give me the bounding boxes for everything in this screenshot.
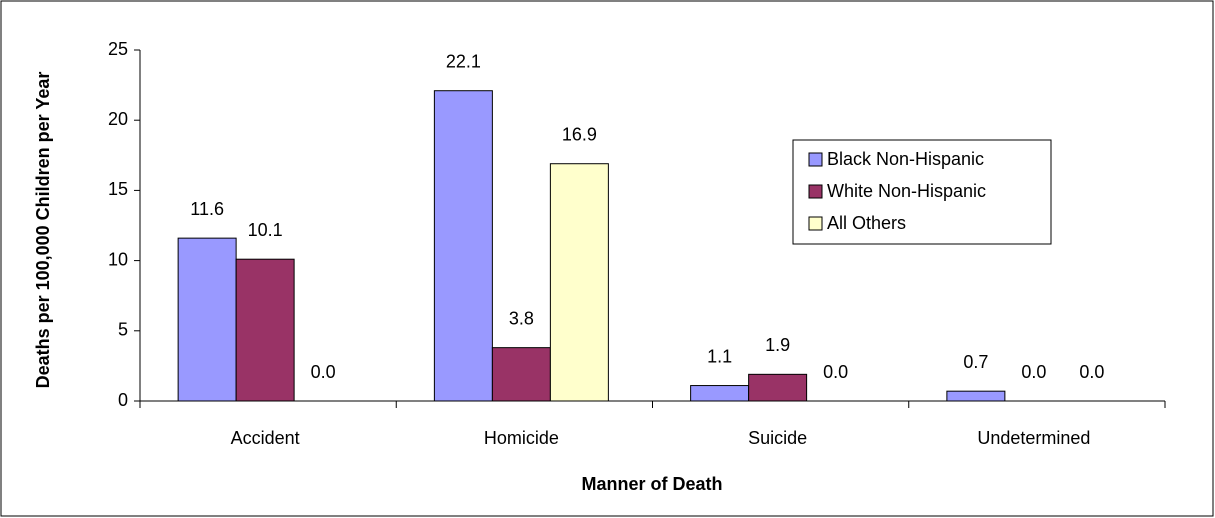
- bar: [433, 90, 493, 402]
- y-tick-label: 5: [118, 320, 128, 340]
- bar: [549, 163, 609, 402]
- y-tick-label: 25: [108, 39, 128, 59]
- x-tick-label: Suicide: [748, 428, 807, 448]
- data-label: 1.9: [765, 335, 790, 355]
- data-label: 11.6: [190, 199, 224, 219]
- bar: [177, 237, 237, 402]
- y-tick-label: 0: [118, 390, 128, 410]
- legend-box: [792, 139, 1052, 245]
- legend-swatch: [808, 216, 823, 231]
- y-axis-label: Deaths per 100,000 Children per Year: [33, 71, 53, 389]
- legend-label: White Non-Hispanic: [827, 181, 986, 201]
- data-label: 0.0: [311, 362, 336, 382]
- data-label: 22.1: [446, 51, 481, 71]
- x-axis-label: Manner of Death: [581, 474, 722, 494]
- legend-label: Black Non-Hispanic: [827, 149, 984, 169]
- x-tick-label: Homicide: [484, 428, 559, 448]
- y-tick-label: 20: [108, 109, 128, 129]
- bar: [235, 258, 295, 402]
- data-label: 10.1: [248, 220, 283, 240]
- bar: [690, 385, 750, 402]
- y-tick-label: 10: [108, 249, 128, 269]
- data-label: 0.0: [1021, 362, 1046, 382]
- bar: [491, 347, 551, 402]
- data-label: 3.8: [509, 308, 534, 328]
- x-tick-label: Accident: [231, 428, 300, 448]
- x-tick-label: Undetermined: [977, 428, 1090, 448]
- data-label: 0.0: [823, 362, 848, 382]
- data-label: 1.1: [707, 346, 732, 366]
- data-label: 0.0: [1079, 362, 1104, 382]
- legend-label: All Others: [827, 213, 906, 233]
- legend-swatch: [808, 152, 823, 167]
- bar: [748, 373, 808, 402]
- y-tick-label: 15: [108, 179, 128, 199]
- bar: [946, 390, 1006, 402]
- legend-swatch: [808, 184, 823, 199]
- data-label: 16.9: [562, 124, 597, 144]
- data-label: 0.7: [963, 352, 988, 372]
